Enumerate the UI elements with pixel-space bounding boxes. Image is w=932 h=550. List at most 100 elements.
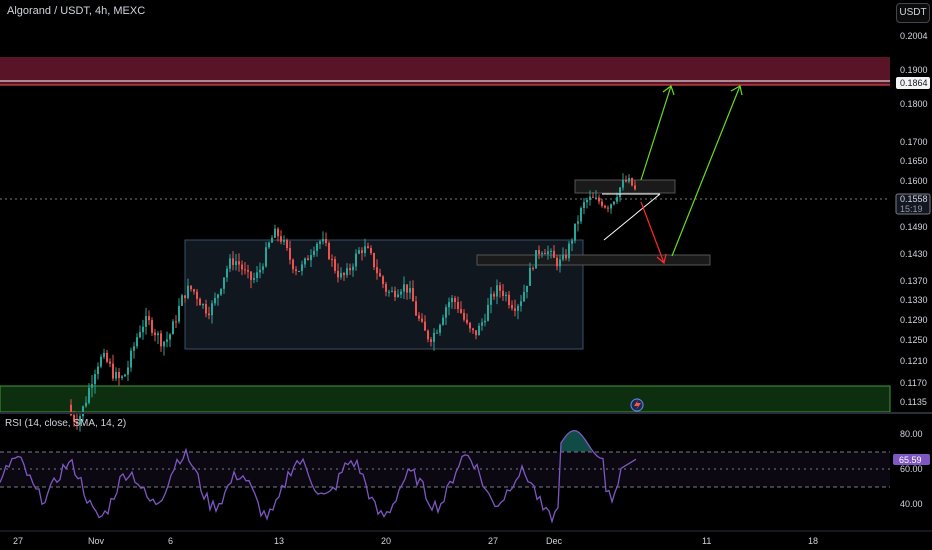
candle-body: [346, 268, 348, 276]
currency-button[interactable]: USDT: [896, 3, 930, 23]
candle-body: [409, 288, 411, 293]
candle-body: [256, 272, 258, 279]
candle-body: [574, 223, 576, 241]
candle-body: [157, 333, 159, 336]
candle-body: [559, 259, 561, 267]
candle-body: [172, 321, 174, 335]
candle-body: [556, 257, 558, 267]
candle-body: [223, 277, 225, 289]
candle-body: [211, 303, 213, 316]
candle-body: [73, 415, 75, 422]
candle-body: [343, 272, 345, 276]
candle-body: [427, 330, 429, 340]
candle-body: [451, 297, 453, 303]
candle-body: [277, 228, 279, 237]
candle-body: [340, 272, 342, 278]
candle-body: [262, 266, 264, 270]
candle-body: [166, 339, 168, 342]
candle-body: [460, 309, 462, 313]
chart-title[interactable]: Algorand / USDT, 4h, MEXC: [7, 5, 146, 17]
candle-body: [394, 290, 396, 297]
candle-body: [508, 294, 510, 306]
candle-body: [364, 246, 366, 253]
candle-body: [478, 325, 480, 336]
candle-body: [334, 259, 336, 271]
price-axis[interactable]: 0.2004 0.1900 0.1800 0.1700 0.1650 0.1600 0.14…: [900, 31, 928, 407]
time-tick-label: 18: [808, 536, 818, 546]
candle-body: [232, 258, 234, 265]
candle-body: [280, 236, 282, 242]
candle-body: [154, 332, 156, 336]
candle-body: [361, 250, 363, 253]
rsi-tick-label: 80.00: [900, 429, 923, 439]
candle-body: [403, 284, 405, 292]
time-tick-label: Nov: [88, 536, 105, 546]
candle-body: [547, 251, 549, 254]
candle-body: [259, 269, 261, 273]
candle-body: [238, 261, 240, 265]
candle-body: [133, 346, 135, 351]
candle-body: [382, 276, 384, 284]
price-tick-label: 0.1330: [900, 295, 928, 305]
target-arrow-1: [640, 85, 675, 181]
candle-body: [466, 319, 468, 323]
candle-body: [517, 305, 519, 311]
candle-body: [493, 293, 495, 297]
countdown-timer: 15:19: [900, 204, 923, 214]
candle-body: [499, 285, 501, 291]
price-tick-label: 0.1250: [900, 335, 928, 345]
candle-body: [445, 307, 447, 318]
candles-layer: [70, 173, 636, 432]
candle-body: [400, 291, 402, 295]
candle-body: [583, 202, 585, 208]
price-tick-label: 0.2004: [900, 31, 928, 41]
candle-body: [241, 264, 243, 270]
candle-body: [118, 372, 120, 379]
candle-body: [376, 267, 378, 274]
candle-body: [589, 196, 591, 201]
candle-body: [553, 250, 555, 258]
candle-body: [544, 253, 546, 255]
candle-body: [481, 322, 483, 326]
candle-body: [181, 295, 183, 306]
candle-body: [79, 416, 81, 424]
candle-body: [112, 363, 114, 379]
candle-body: [349, 268, 351, 271]
candle-body: [565, 254, 567, 259]
candle-body: [97, 366, 99, 375]
time-axis[interactable]: 27 Nov 6 13 20 27 Dec 11 18: [13, 536, 818, 546]
rsi-indicator-label[interactable]: RSI (14, close, SMA, 14, 2): [5, 418, 127, 429]
candle-body: [235, 261, 237, 265]
candle-body: [109, 361, 111, 364]
candle-body: [505, 294, 507, 296]
candle-body: [355, 253, 357, 267]
candle-body: [358, 250, 360, 254]
candle-body: [595, 197, 597, 199]
target-price-value: 0.1864: [900, 78, 928, 88]
rsi-axis[interactable]: 80.00 60.00 40.00: [900, 429, 923, 509]
rsi-line: [0, 429, 637, 524]
candle-body: [562, 254, 564, 260]
candle-body: [634, 185, 636, 190]
resistance-zone: [0, 57, 890, 85]
triangle-bottom: [603, 193, 661, 241]
pattern-zone: [574, 179, 676, 194]
candle-body: [193, 289, 195, 292]
candle-body: [199, 298, 201, 306]
candle-body: [523, 291, 525, 302]
candle-body: [472, 328, 474, 331]
candle-body: [337, 270, 339, 278]
candle-body: [439, 324, 441, 333]
rsi-value-tag: [893, 454, 930, 465]
candle-body: [469, 322, 471, 329]
retest-zone: [476, 254, 711, 266]
candle-body: [301, 264, 303, 271]
time-tick-label: 27: [13, 536, 23, 546]
candle-body: [187, 285, 189, 299]
candle-body: [412, 288, 414, 302]
price-tick-label: 0.1600: [900, 176, 928, 186]
rsi-tick-label: 60.00: [900, 464, 923, 474]
candle-body: [454, 297, 456, 303]
candle-body: [328, 242, 330, 260]
